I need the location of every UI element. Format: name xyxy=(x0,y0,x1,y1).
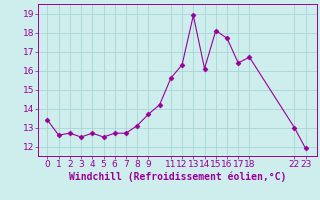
X-axis label: Windchill (Refroidissement éolien,°C): Windchill (Refroidissement éolien,°C) xyxy=(69,172,286,182)
